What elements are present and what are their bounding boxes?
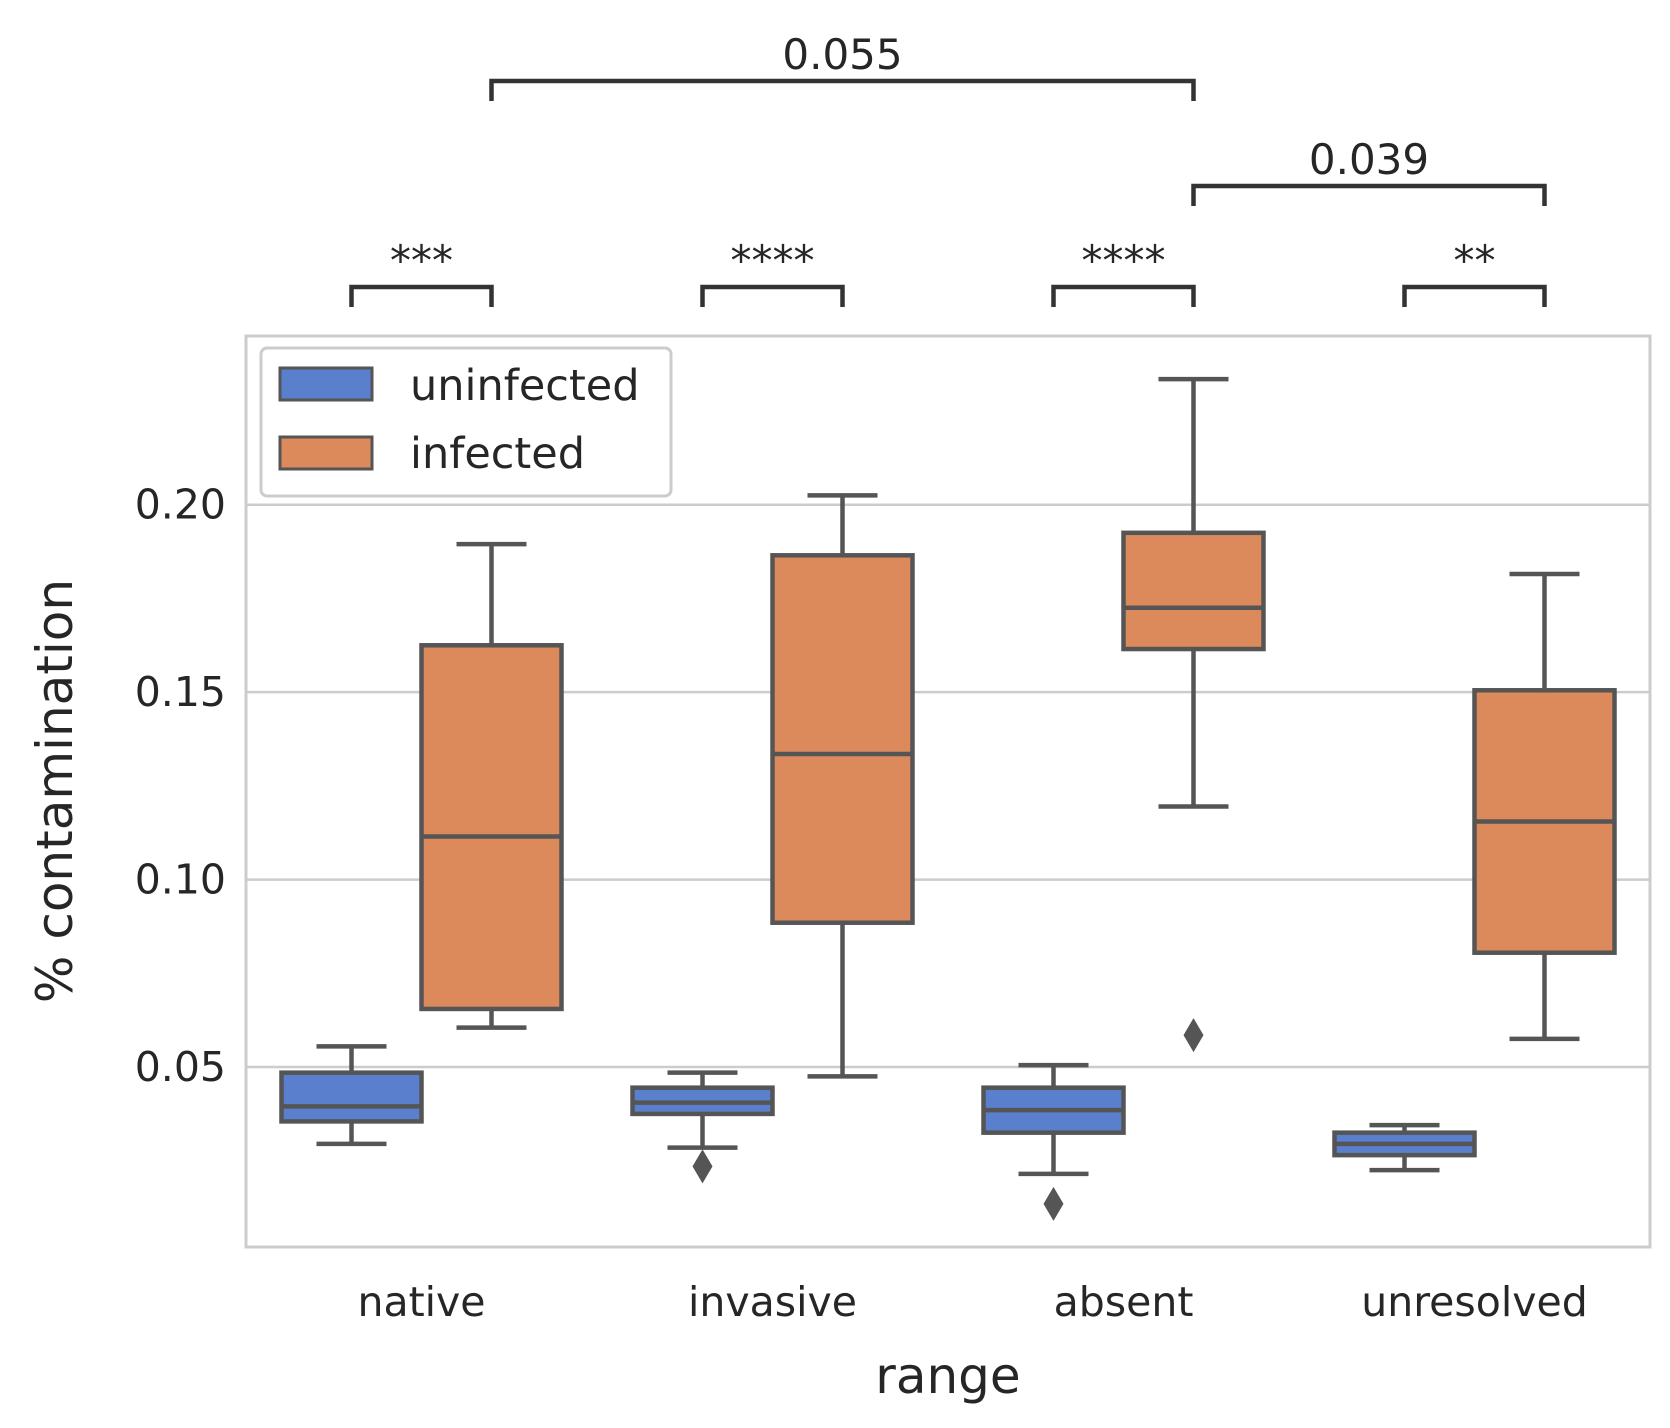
box-infected-unresolved [1472, 571, 1617, 1042]
y-axis-label: % contamination [26, 579, 84, 1003]
outlier-point [692, 1149, 713, 1184]
bracket-label: **** [1082, 236, 1166, 285]
plot-frame [244, 334, 1652, 1249]
significance-bracket-3: ** [1402, 236, 1547, 307]
x-tick-label-absent: absent [1054, 1278, 1194, 1326]
legend-label-uninfected: uninfected [410, 361, 640, 411]
box-uninfected-native [279, 1044, 424, 1147]
bracket-line [700, 284, 845, 307]
box-uninfected-unresolved [1332, 1122, 1477, 1173]
significance-bracket-2: **** [1051, 236, 1196, 307]
box-iqr [1121, 530, 1266, 652]
box-iqr [419, 643, 564, 1012]
bracket-line [489, 78, 1196, 101]
legend: uninfected infected [259, 346, 673, 498]
y-tick-label: 0.05 [135, 1043, 226, 1091]
box-infected-invasive [770, 493, 915, 1079]
bracket-label: **** [731, 236, 815, 285]
y-tick-labels: 0.05 0.10 0.15 0.20 [135, 481, 226, 1091]
x-tick-labels: native invasive absent unresolved [357, 1278, 1587, 1326]
bracket-line [1191, 183, 1547, 206]
y-tick-label: 0.20 [135, 481, 226, 529]
box-iqr [770, 553, 915, 925]
bracket-line [349, 284, 494, 307]
box-infected-native [419, 541, 564, 1030]
box-uninfected-invasive [630, 1070, 775, 1184]
y-tick-label: 0.15 [135, 668, 226, 716]
box-elements [279, 376, 1617, 1221]
y-tick-label: 0.10 [135, 856, 226, 904]
bracket-line [1402, 284, 1547, 307]
significance-bracket-0: *** [349, 236, 494, 307]
bracket-label: ** [1454, 236, 1496, 285]
bracket-label: 0.039 [1309, 135, 1429, 184]
x-tick-label-unresolved: unresolved [1361, 1278, 1588, 1326]
significance-bracket-1: **** [700, 236, 845, 307]
legend-swatch-uninfected [278, 366, 374, 402]
outlier-point [1043, 1186, 1064, 1221]
significance-bracket-5: 0.055 [489, 30, 1196, 101]
box-infected-absent [1121, 376, 1266, 1053]
x-tick-label-invasive: invasive [688, 1278, 857, 1326]
box-iqr [279, 1070, 424, 1124]
bracket-label: *** [390, 236, 453, 285]
legend-swatch-infected [278, 435, 374, 471]
bracket-line [1051, 284, 1196, 307]
x-tick-label-native: native [357, 1278, 485, 1326]
bracket-label: 0.055 [782, 30, 902, 79]
x-axis-label: range [875, 1347, 1020, 1405]
legend-label-infected: infected [410, 429, 585, 479]
box-uninfected-absent [981, 1062, 1126, 1221]
significance-bracket-4: 0.039 [1191, 135, 1547, 206]
outlier-point [1183, 1018, 1204, 1053]
